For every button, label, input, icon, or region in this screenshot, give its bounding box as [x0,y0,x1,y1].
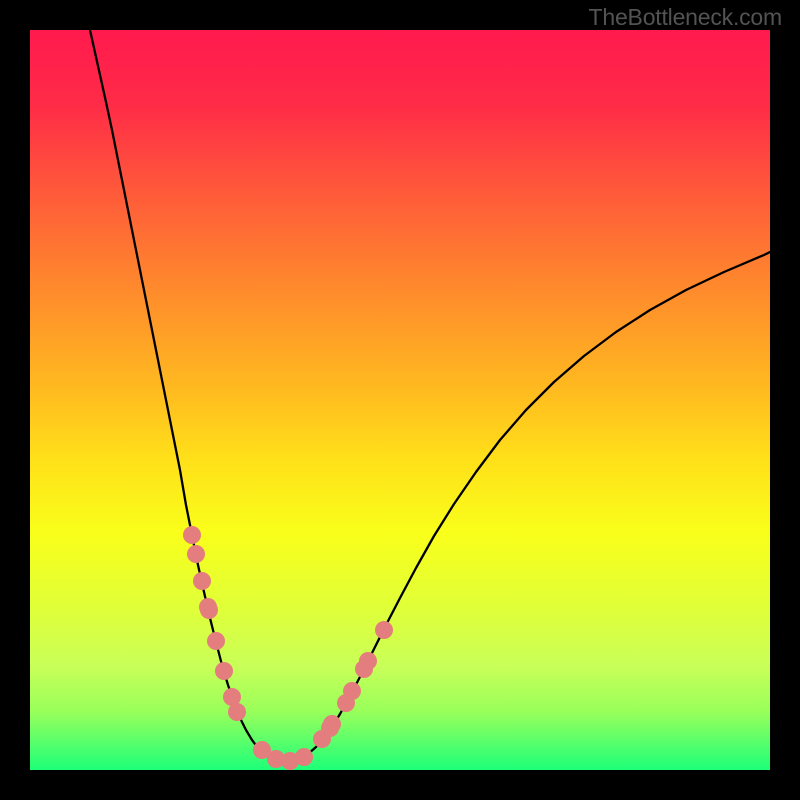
marker-dot [295,748,313,766]
marker-dot [228,703,246,721]
marker-dot [323,715,341,733]
chart-background [30,30,770,770]
marker-dot [215,662,233,680]
watermark-text: TheBottleneck.com [589,4,782,31]
chart-svg [30,30,770,770]
marker-dot [183,526,201,544]
marker-dot [193,572,211,590]
marker-dot [375,621,393,639]
chart-area [30,30,770,770]
marker-dot [200,601,218,619]
marker-dot [343,682,361,700]
marker-dot [359,652,377,670]
marker-dot [207,632,225,650]
marker-dot [187,545,205,563]
